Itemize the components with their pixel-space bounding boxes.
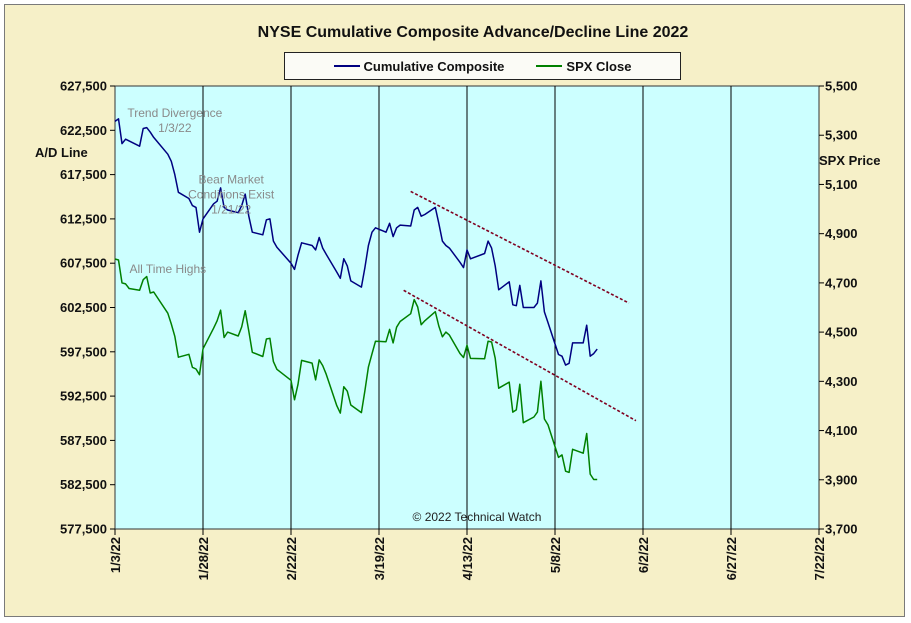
- left-tick-label: 597,500: [60, 344, 107, 359]
- legend-item-spx: SPX Close: [536, 59, 631, 74]
- right-tick-label: 3,900: [825, 472, 858, 487]
- legend-swatch-spx: [536, 65, 563, 67]
- right-tick-label: 4,700: [825, 275, 858, 290]
- left-tick-label: 587,500: [60, 433, 107, 448]
- right-tick-label: 5,100: [825, 177, 858, 192]
- left-axis-label: A/D Line: [35, 145, 88, 160]
- right-tick-label: 4,500: [825, 325, 858, 340]
- left-tick-label: 577,500: [60, 522, 107, 537]
- left-tick-label: 617,500: [60, 167, 107, 182]
- legend: Cumulative Composite SPX Close: [284, 52, 681, 80]
- annotation-text: Bear Market: [198, 172, 264, 186]
- left-tick-label: 607,500: [60, 256, 107, 271]
- copyright-text: © 2022 Technical Watch: [413, 510, 542, 524]
- series-line-ad: [114, 118, 598, 366]
- x-tick-label: 6/27/22: [724, 537, 739, 580]
- trend-lines: [403, 190, 637, 422]
- annotation-text: 1/3/22: [158, 121, 192, 135]
- left-tick-label: 592,500: [60, 389, 107, 404]
- left-tick-label: 612,500: [60, 211, 107, 226]
- legend-item-ad-line: Cumulative Composite: [333, 58, 505, 74]
- right-tick-label: 5,500: [825, 79, 858, 94]
- x-axis: 1/3/22 1/28/22 2/22/22 3/19/22 4/13/22 5/8/22…: [108, 529, 827, 580]
- right-tick-label: 3,700: [825, 522, 858, 537]
- left-tick-label: 582,500: [60, 477, 107, 492]
- legend-label-ad-line: Cumulative Composite: [363, 58, 505, 74]
- right-tick-label: 4,900: [825, 226, 858, 241]
- annotation-text: All Time Highs: [129, 262, 206, 276]
- left-tick-label: 602,500: [60, 300, 107, 315]
- annotation-text: Trend Divergence: [127, 106, 222, 120]
- trend-line: [403, 289, 637, 422]
- right-axis: 3,700 3,900 4,100 4,300 4,500 4,700 4,900 5,100…: [819, 79, 858, 537]
- x-tick-label: 2/22/22: [284, 537, 299, 580]
- trend-line: [410, 190, 630, 304]
- right-tick-label: 4,100: [825, 423, 858, 438]
- legend-label-spx: SPX Close: [566, 58, 632, 74]
- series-line-spx: [114, 258, 598, 481]
- chart-svg: NYSE Cumulative Composite Advance/Declin…: [35, 24, 880, 580]
- x-tick-label: 7/22/22: [812, 537, 827, 580]
- annotation-text: 1/21/22: [211, 202, 251, 216]
- right-axis-label: SPX Price: [819, 153, 880, 168]
- chart-title: NYSE Cumulative Composite Advance/Declin…: [258, 24, 689, 41]
- x-tick-label: 1/3/22: [108, 537, 123, 573]
- left-axis: 577,500 582,500 587,500 592,500 597,500 602,5…: [60, 79, 115, 537]
- chart-frame: NYSE Cumulative Composite Advance/Declin…: [4, 4, 905, 617]
- left-tick-label: 622,500: [60, 123, 107, 138]
- x-tick-label: 1/28/22: [196, 537, 211, 580]
- left-tick-label: 627,500: [60, 79, 107, 94]
- right-tick-label: 4,300: [825, 374, 858, 389]
- x-tick-label: 6/2/22: [636, 537, 651, 573]
- x-tick-label: 4/13/22: [460, 537, 475, 580]
- x-tick-label: 5/8/22: [548, 537, 563, 573]
- series-layer: [114, 118, 598, 481]
- x-tick-label: 3/19/22: [372, 537, 387, 580]
- grid-layer: [202, 86, 732, 529]
- right-tick-label: 5,300: [825, 128, 858, 143]
- annotation-text: Conditions Exist: [188, 187, 275, 201]
- legend-swatch-ad-line: [333, 65, 360, 67]
